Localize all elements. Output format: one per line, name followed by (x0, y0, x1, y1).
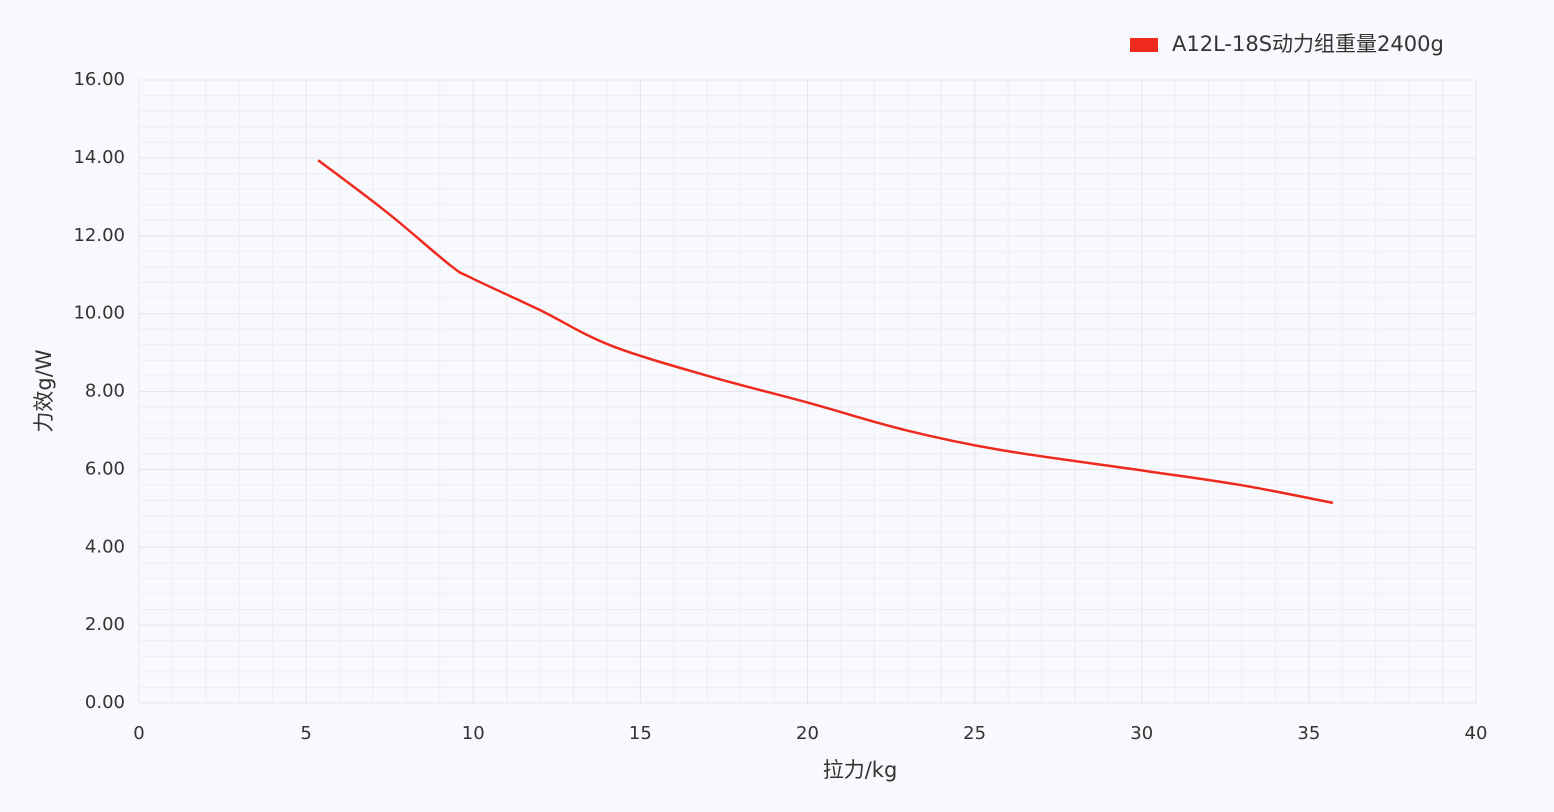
y-tick-label: 10.00 (73, 303, 125, 324)
y-axis-label: 力效g/W (32, 349, 56, 432)
x-tick-label: 25 (963, 723, 986, 744)
y-tick-label: 2.00 (85, 614, 125, 635)
x-axis-label: 拉力/kg (823, 758, 898, 782)
y-tick-label: 14.00 (73, 147, 125, 168)
x-tick-label: 5 (300, 723, 311, 744)
x-tick-label: 0 (133, 723, 144, 744)
y-tick-label: 8.00 (85, 381, 125, 402)
y-tick-label: 16.00 (73, 69, 125, 90)
y-tick-label: 6.00 (85, 458, 125, 479)
x-tick-label: 20 (796, 723, 819, 744)
x-tick-label: 10 (462, 723, 485, 744)
x-tick-label: 35 (1297, 723, 1320, 744)
x-tick-label: 30 (1130, 723, 1153, 744)
y-tick-label: 0.00 (85, 692, 125, 713)
legend-swatch (1130, 38, 1158, 52)
y-tick-label: 4.00 (85, 536, 125, 557)
x-tick-label: 40 (1465, 723, 1488, 744)
legend-label: A12L-18S动力组重量2400g (1172, 32, 1444, 56)
y-tick-label: 12.00 (73, 225, 125, 246)
x-tick-label: 15 (629, 723, 652, 744)
series-line (317, 159, 1334, 505)
